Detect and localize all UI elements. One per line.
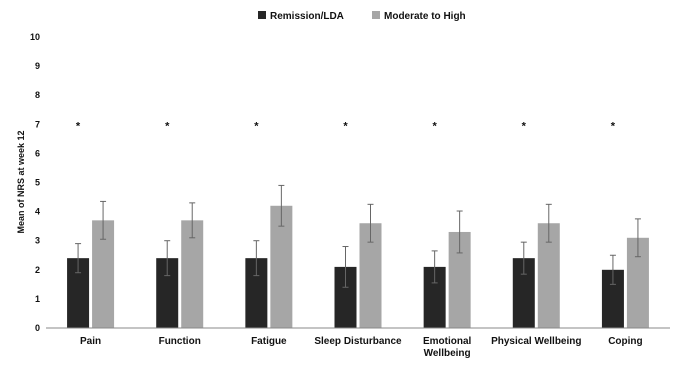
error-bar [75, 243, 82, 274]
error-bar [164, 240, 171, 277]
significance-marker: * [76, 120, 81, 132]
significance-marker: * [254, 120, 259, 132]
bar-moderate-to-high [359, 223, 382, 328]
bar-moderate-to-high [92, 220, 115, 328]
x-tick-label: Function [159, 336, 201, 347]
error-bar [456, 210, 463, 254]
y-tick-label: 8 [35, 90, 40, 100]
bar-remission-lda [601, 269, 624, 328]
error-bar [189, 202, 196, 239]
bar-moderate-to-high [270, 205, 293, 328]
bar-remission-lda [156, 258, 179, 328]
error-bar [253, 240, 260, 277]
y-axis-label: Mean of NRS at week 12 [16, 130, 26, 233]
x-tick-label: Coping [608, 336, 642, 347]
error-bar [342, 246, 349, 288]
legend-swatch [258, 11, 266, 19]
bar-remission-lda [334, 266, 357, 328]
error-bars [75, 184, 641, 288]
significance-markers: * * * * * * * [76, 120, 616, 132]
x-tick-label: Emotional Wellbeing [423, 336, 472, 359]
x-tick-label: Sleep Disturbance [314, 336, 402, 347]
bar-remission-lda [512, 258, 535, 328]
y-tick-label: 9 [35, 61, 40, 71]
y-tick-label: 10 [30, 32, 40, 42]
x-tick-label: Fatigue [251, 336, 287, 347]
error-bar [634, 218, 641, 258]
bar-remission-lda [245, 258, 268, 328]
error-bar [545, 203, 552, 243]
legend-label: Moderate to High [384, 11, 466, 22]
bar-remission-lda [67, 258, 90, 328]
y-tick-label: 3 [35, 236, 40, 246]
bar-moderate-to-high [537, 223, 560, 328]
significance-marker: * [165, 120, 170, 132]
error-bar [520, 241, 527, 275]
error-bar [367, 203, 374, 243]
y-tick-label: 5 [35, 178, 40, 188]
bar-moderate-to-high [448, 231, 471, 328]
x-axis-labels: Pain Function Fatigue Sleep Disturbance Emot… [80, 336, 643, 359]
bars [67, 205, 649, 328]
error-bar [278, 184, 285, 227]
bar-remission-lda [423, 266, 446, 328]
y-tick-label: 2 [35, 265, 40, 275]
legend-label: Remission/LDA [270, 11, 344, 22]
y-tick-label: 1 [35, 294, 40, 304]
significance-marker: * [433, 120, 438, 132]
legend-item: Moderate to High [372, 11, 466, 22]
significance-marker: * [522, 120, 527, 132]
legend: Remission/LDA Moderate to High [258, 11, 466, 22]
error-bar [100, 200, 107, 240]
y-tick-label: 7 [35, 119, 40, 129]
bar-moderate-to-high [626, 237, 649, 328]
y-tick-label: 4 [35, 207, 40, 217]
error-bar [609, 254, 616, 285]
significance-marker: * [611, 120, 616, 132]
y-tick-label: 6 [35, 148, 40, 158]
legend-item: Remission/LDA [258, 11, 344, 22]
x-tick-label: Physical Wellbeing [491, 336, 581, 347]
bar-moderate-to-high [181, 220, 204, 328]
x-tick-label: Pain [80, 336, 101, 347]
legend-swatch [372, 11, 380, 19]
y-tick-label: 0 [35, 323, 40, 333]
y-axis-ticks: 0 1 2 3 4 5 6 7 8 9 10 [30, 32, 40, 333]
error-bar [431, 250, 438, 284]
significance-marker: * [343, 120, 348, 132]
